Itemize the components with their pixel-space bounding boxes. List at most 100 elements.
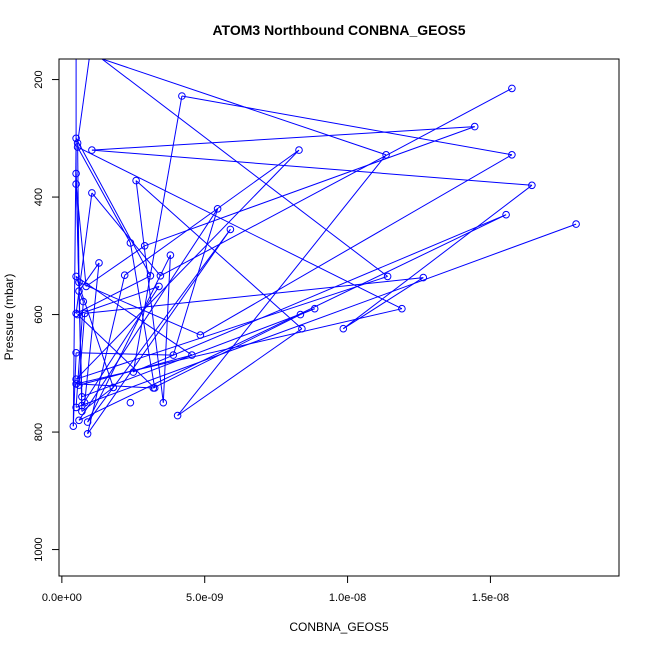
data-point xyxy=(470,122,479,131)
series-line-segment xyxy=(72,138,77,427)
series-line-segment xyxy=(87,229,231,435)
data-point xyxy=(502,210,510,219)
series-line-segment xyxy=(75,192,93,314)
data-point xyxy=(83,430,92,438)
series-line-segment xyxy=(87,254,171,423)
series-line-segment xyxy=(160,87,513,277)
data-point xyxy=(80,309,89,318)
series-line-segment xyxy=(77,146,131,244)
data-point xyxy=(79,297,88,306)
x-tick-label: 1.0e-08 xyxy=(329,592,366,604)
series-line-segment xyxy=(87,275,126,434)
series-line-segment xyxy=(75,149,300,380)
data-point xyxy=(150,384,159,392)
data-point xyxy=(72,375,80,384)
data-point xyxy=(73,310,82,319)
series-line-segment xyxy=(133,214,507,373)
data-point xyxy=(95,259,103,267)
data-point xyxy=(419,273,428,282)
series-line-segment xyxy=(77,142,80,283)
data-point xyxy=(295,146,303,154)
y-tick-label: 200 xyxy=(33,70,45,88)
series-line-segment xyxy=(200,154,513,336)
series-line-segment xyxy=(181,95,512,156)
series-line-segment xyxy=(91,126,475,151)
data-point xyxy=(83,418,92,426)
series-line-segment xyxy=(135,180,303,330)
data-point xyxy=(298,324,306,333)
y-tick-label: 600 xyxy=(33,305,45,323)
series-line-segment xyxy=(78,313,86,386)
series-line-segment xyxy=(101,59,388,277)
series-line-segment xyxy=(91,149,532,186)
data-point xyxy=(178,92,186,100)
data-point xyxy=(126,239,135,247)
series-line-segment xyxy=(84,262,100,403)
data-point xyxy=(88,146,96,154)
y-tick-label: 800 xyxy=(33,423,45,441)
data-point xyxy=(169,351,178,359)
data-point xyxy=(382,151,390,159)
series-line-segment xyxy=(77,314,156,389)
series-line-segment xyxy=(81,308,315,398)
series-line-segment xyxy=(84,277,424,314)
data-point xyxy=(88,189,96,197)
data-point xyxy=(173,411,182,420)
data-point xyxy=(75,416,83,425)
series-line-segment xyxy=(81,286,160,406)
data-point xyxy=(78,407,86,416)
series-line-segment xyxy=(162,255,171,403)
x-tick-label: 5.0e-09 xyxy=(186,592,223,604)
y-tick-label: 1000 xyxy=(33,537,45,561)
chart-title: ATOM3 Northbound CONBNA_GEOS5 xyxy=(212,22,465,38)
series-line-segment xyxy=(75,275,151,314)
series-line-segment xyxy=(77,59,90,144)
data-point xyxy=(82,282,90,291)
data-point xyxy=(73,143,82,151)
series-lines xyxy=(72,59,577,435)
data-point xyxy=(156,272,165,280)
data-point xyxy=(528,181,536,190)
data-point xyxy=(120,271,129,280)
x-axis-label: CONBNA_GEOS5 xyxy=(289,620,389,634)
series-points xyxy=(69,47,580,438)
series-line-segment xyxy=(75,223,577,408)
series-line-segment xyxy=(135,180,164,403)
series-line-segment xyxy=(78,290,84,302)
data-point xyxy=(155,282,163,291)
data-point xyxy=(166,251,175,259)
data-point xyxy=(129,368,138,376)
y-tick-label: 400 xyxy=(33,188,45,206)
data-point xyxy=(126,398,135,407)
series-line-segment xyxy=(144,126,475,247)
series-line-segment xyxy=(343,277,424,330)
data-point xyxy=(72,272,80,281)
series-line-segment xyxy=(76,352,174,356)
series-line-segment xyxy=(300,308,315,316)
x-axis: 0.0e+00 5.0e-09 1.0e-08 1.5e-08 xyxy=(42,575,509,604)
series-line-segment xyxy=(153,314,301,389)
data-point xyxy=(159,398,168,407)
data-point xyxy=(72,134,80,143)
series-line-segment xyxy=(342,184,533,330)
y-axis: 200 400 600 800 1000 xyxy=(33,70,60,562)
data-point xyxy=(508,84,516,93)
data-point xyxy=(188,351,196,359)
series-line-segment xyxy=(124,149,300,276)
data-point xyxy=(73,47,80,54)
data-point xyxy=(398,304,406,313)
data-point xyxy=(109,383,118,392)
data-point xyxy=(75,287,83,295)
x-tick-label: 1.5e-08 xyxy=(472,592,509,604)
series-line-segment xyxy=(177,328,303,417)
series-line-segment xyxy=(75,275,388,380)
data-point xyxy=(72,169,80,178)
series-line-segment xyxy=(78,208,219,421)
data-point xyxy=(572,220,580,228)
data-point xyxy=(146,272,155,280)
y-axis-label: Pressure (mbar) xyxy=(2,274,16,361)
data-point xyxy=(132,176,140,185)
data-point xyxy=(508,151,516,159)
x-tick-label: 0.0e+00 xyxy=(42,592,82,604)
